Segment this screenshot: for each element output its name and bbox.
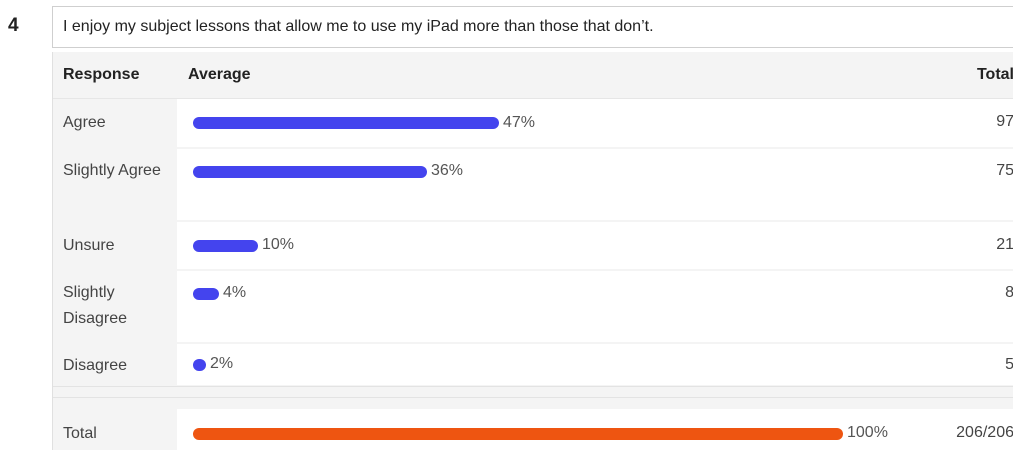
count-value: 5 — [929, 344, 1013, 385]
percent-label: 10% — [262, 236, 295, 253]
table-row: Slightly Agree 36% 75 — [53, 149, 1013, 220]
average-cell: 47% — [181, 99, 925, 147]
average-cell: 4% — [181, 271, 925, 342]
count-value: 21 — [929, 222, 1013, 269]
header-total: Total — [976, 66, 1013, 83]
table-row: Agree 47% 97 — [53, 99, 1013, 147]
table-row: Disagree 2% 5 — [53, 344, 1013, 385]
percent-label: 47% — [503, 114, 536, 131]
average-cell: 2% — [181, 344, 925, 385]
total-average-cell: 100% — [181, 409, 925, 450]
response-label: Slightly Agree — [53, 149, 177, 220]
bar-slightly-agree — [193, 166, 427, 178]
response-label: Agree — [53, 99, 177, 147]
bar-agree — [193, 117, 499, 129]
table-row: Unsure 10% 21 — [53, 222, 1013, 269]
question-number: 4 — [8, 15, 19, 36]
table-header: Response Average Total — [53, 52, 1013, 99]
header-average: Average — [188, 66, 251, 83]
percent-label: 4% — [223, 284, 247, 301]
count-value: 97 — [929, 99, 1013, 147]
average-cell: 10% — [181, 222, 925, 269]
average-cell: 36% — [181, 149, 925, 220]
total-percent-label: 100% — [847, 424, 888, 441]
total-count-value: 206/206 — [929, 409, 1013, 450]
table-divider — [53, 386, 1013, 398]
count-value: 75 — [929, 149, 1013, 220]
percent-label: 36% — [431, 162, 464, 179]
response-label: Slightly Disagree — [53, 271, 177, 342]
total-label: Total — [53, 409, 177, 450]
bar-unsure — [193, 240, 258, 252]
header-response: Response — [63, 66, 140, 83]
count-value: 8 — [929, 271, 1013, 342]
response-label: Disagree — [53, 344, 177, 385]
percent-label: 2% — [210, 355, 234, 372]
question-text: I enjoy my subject lessons that allow me… — [52, 6, 1013, 48]
table-row: Slightly Disagree 4% 8 — [53, 271, 1013, 342]
bar-slightly-disagree — [193, 288, 219, 300]
bar-disagree — [193, 359, 206, 371]
response-label: Unsure — [53, 222, 177, 269]
bar-total — [193, 428, 843, 440]
results-table: Response Average Total Agree 47% 97 Slig… — [52, 52, 1013, 450]
total-row: Total 100% 206/206 — [53, 409, 1013, 450]
